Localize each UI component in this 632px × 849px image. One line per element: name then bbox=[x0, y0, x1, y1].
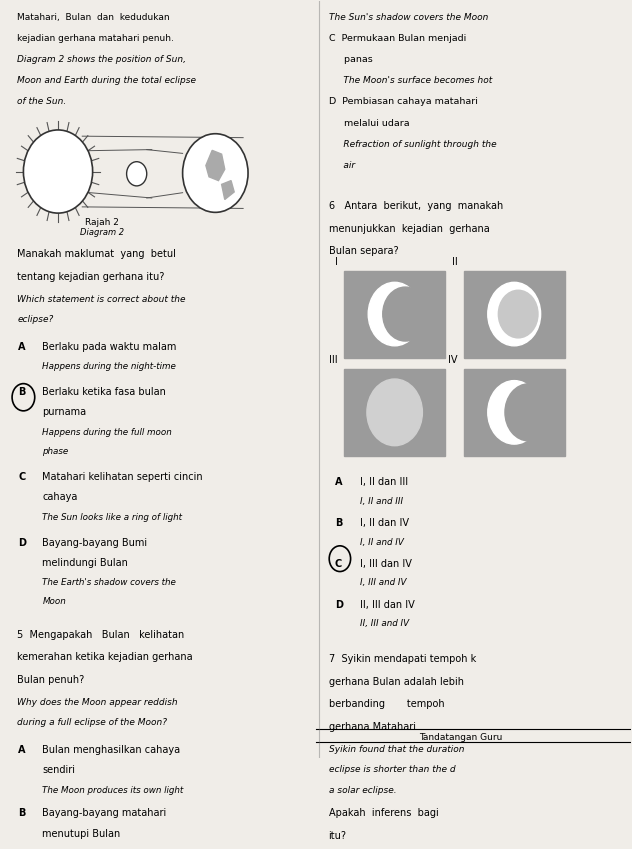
Text: I, II and IV: I, II and IV bbox=[360, 537, 404, 547]
Text: tentang kejadian gerhana itu?: tentang kejadian gerhana itu? bbox=[17, 272, 164, 282]
Text: Manakah maklumat  yang  betul: Manakah maklumat yang betul bbox=[17, 250, 176, 260]
Text: The Sun's shadow covers the Moon: The Sun's shadow covers the Moon bbox=[329, 13, 488, 22]
Text: Bulan separa?: Bulan separa? bbox=[329, 246, 398, 256]
Text: cahaya: cahaya bbox=[42, 492, 78, 502]
Text: melalui udara: melalui udara bbox=[329, 119, 409, 127]
Circle shape bbox=[499, 290, 538, 338]
Circle shape bbox=[367, 379, 422, 446]
Text: I, II dan IV: I, II dan IV bbox=[360, 518, 409, 528]
Text: C: C bbox=[335, 559, 342, 569]
Text: eclipse is shorter than the d: eclipse is shorter than the d bbox=[329, 765, 455, 774]
Text: A: A bbox=[18, 341, 26, 351]
Text: A: A bbox=[335, 477, 343, 487]
Circle shape bbox=[126, 161, 147, 186]
Text: I, III dan IV: I, III dan IV bbox=[360, 559, 412, 569]
Circle shape bbox=[505, 384, 552, 441]
Text: II: II bbox=[452, 256, 458, 267]
Text: 6   Antara  berikut,  yang  manakah: 6 Antara berikut, yang manakah bbox=[329, 201, 503, 211]
Text: 5  Mengapakah   Bulan   kelihatan: 5 Mengapakah Bulan kelihatan bbox=[17, 630, 185, 640]
Bar bbox=[344, 368, 445, 456]
Text: Moon and Earth during the total eclipse: Moon and Earth during the total eclipse bbox=[17, 76, 196, 85]
Text: gerhana Matahari.: gerhana Matahari. bbox=[329, 722, 418, 732]
Text: phase: phase bbox=[42, 447, 68, 456]
Text: B: B bbox=[335, 518, 343, 528]
Text: I, II dan III: I, II dan III bbox=[360, 477, 408, 487]
Text: a solar eclipse.: a solar eclipse. bbox=[329, 785, 396, 795]
Text: C: C bbox=[18, 472, 26, 481]
Circle shape bbox=[488, 283, 540, 346]
Text: Diagram 2 shows the position of Sun,: Diagram 2 shows the position of Sun, bbox=[17, 55, 186, 64]
Text: Which statement is correct about the: Which statement is correct about the bbox=[17, 295, 186, 304]
Text: Tandatangan Guru: Tandatangan Guru bbox=[419, 733, 502, 741]
Text: D: D bbox=[18, 537, 27, 548]
Text: Bulan penuh?: Bulan penuh? bbox=[17, 675, 84, 685]
Text: B: B bbox=[18, 808, 26, 818]
Text: purnama: purnama bbox=[42, 408, 87, 418]
Text: kemerahan ketika kejadian gerhana: kemerahan ketika kejadian gerhana bbox=[17, 652, 193, 662]
Text: Rajah 2: Rajah 2 bbox=[85, 217, 119, 227]
Text: Happens during the night-time: Happens during the night-time bbox=[42, 362, 176, 371]
Text: Matahari kelihatan seperti cincin: Matahari kelihatan seperti cincin bbox=[42, 472, 203, 481]
Text: Bayang-bayang matahari: Bayang-bayang matahari bbox=[42, 808, 167, 818]
Text: II, III and IV: II, III and IV bbox=[360, 619, 409, 628]
Text: sendiri: sendiri bbox=[42, 765, 75, 775]
Text: Bayang-bayang Bumi: Bayang-bayang Bumi bbox=[42, 537, 147, 548]
Text: The Moon produces its own light: The Moon produces its own light bbox=[42, 785, 183, 795]
Text: menunjukkan  kejadian  gerhana: menunjukkan kejadian gerhana bbox=[329, 223, 489, 233]
Text: IV: IV bbox=[448, 355, 458, 365]
Text: The Earth's shadow covers the: The Earth's shadow covers the bbox=[42, 578, 176, 588]
Text: eclipse?: eclipse? bbox=[17, 315, 53, 324]
Polygon shape bbox=[222, 181, 234, 200]
Text: 7  Syikin mendapati tempoh k: 7 Syikin mendapati tempoh k bbox=[329, 654, 476, 664]
Text: I: I bbox=[335, 256, 338, 267]
Text: D: D bbox=[335, 599, 343, 610]
Text: Bulan menghasilkan cahaya: Bulan menghasilkan cahaya bbox=[42, 745, 180, 755]
Circle shape bbox=[183, 133, 248, 212]
Polygon shape bbox=[206, 150, 225, 181]
Bar bbox=[464, 271, 564, 357]
Text: gerhana Bulan adalah lebih: gerhana Bulan adalah lebih bbox=[329, 677, 464, 687]
Text: B: B bbox=[18, 387, 26, 397]
Text: Syikin found that the duration: Syikin found that the duration bbox=[329, 745, 464, 754]
Text: Berlaku ketika fasa bulan: Berlaku ketika fasa bulan bbox=[42, 387, 166, 397]
Text: kejadian gerhana matahari penuh.: kejadian gerhana matahari penuh. bbox=[17, 34, 174, 43]
Text: panas: panas bbox=[329, 55, 372, 64]
Text: menutupi Bulan: menutupi Bulan bbox=[42, 829, 121, 839]
Text: Why does the Moon appear reddish: Why does the Moon appear reddish bbox=[17, 698, 178, 707]
Text: Refraction of sunlight through the: Refraction of sunlight through the bbox=[329, 140, 496, 149]
Text: Moon: Moon bbox=[42, 597, 66, 606]
Text: D  Pembiasan cahaya matahari: D Pembiasan cahaya matahari bbox=[329, 98, 477, 106]
Text: The Sun looks like a ring of light: The Sun looks like a ring of light bbox=[42, 513, 182, 521]
Text: III: III bbox=[329, 355, 338, 365]
Text: Diagram 2: Diagram 2 bbox=[80, 228, 124, 237]
Text: A: A bbox=[18, 745, 26, 755]
Text: II, III dan IV: II, III dan IV bbox=[360, 599, 415, 610]
Circle shape bbox=[488, 380, 540, 444]
Text: Berlaku pada waktu malam: Berlaku pada waktu malam bbox=[42, 341, 177, 351]
Text: berbanding       tempoh: berbanding tempoh bbox=[329, 700, 444, 709]
Text: I, II and III: I, II and III bbox=[360, 497, 403, 506]
Bar bbox=[464, 368, 564, 456]
Text: I, III and IV: I, III and IV bbox=[360, 578, 406, 588]
Circle shape bbox=[368, 283, 421, 346]
Circle shape bbox=[23, 130, 93, 213]
Text: The Moon's surface becomes hot: The Moon's surface becomes hot bbox=[329, 76, 492, 85]
Text: C  Permukaan Bulan menjadi: C Permukaan Bulan menjadi bbox=[329, 34, 466, 43]
Text: during a full eclipse of the Moon?: during a full eclipse of the Moon? bbox=[17, 718, 167, 728]
Text: melindungi Bulan: melindungi Bulan bbox=[42, 558, 128, 568]
Text: itu?: itu? bbox=[329, 831, 346, 841]
Text: Happens during the full moon: Happens during the full moon bbox=[42, 428, 172, 437]
Text: Matahari,  Bulan  dan  kedudukan: Matahari, Bulan dan kedudukan bbox=[17, 13, 170, 22]
Text: of the Sun.: of the Sun. bbox=[17, 98, 66, 106]
Circle shape bbox=[383, 287, 428, 341]
Text: Apakah  inferens  bagi: Apakah inferens bagi bbox=[329, 808, 439, 818]
Bar bbox=[344, 271, 445, 357]
Text: air: air bbox=[329, 161, 355, 170]
